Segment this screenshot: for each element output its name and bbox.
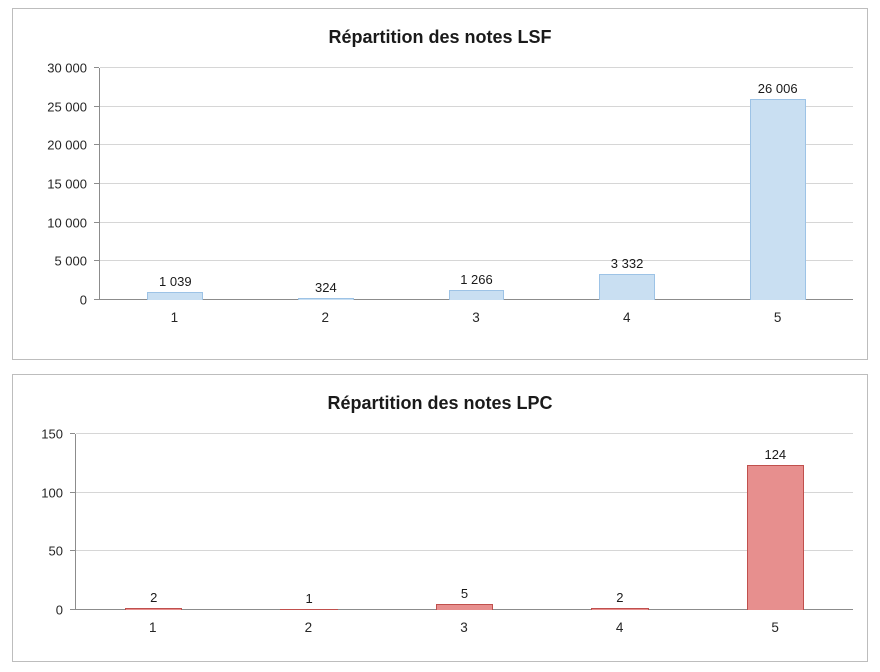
- y-tick-mark: [94, 67, 99, 68]
- bar-cell-4: 2: [542, 434, 697, 610]
- y-axis: 0 50 100 150: [27, 427, 75, 618]
- x-tick-label-5: 5: [773, 310, 782, 325]
- x-tick-label-3: 3: [460, 620, 468, 635]
- y-tick-mark: [94, 221, 99, 223]
- y-tick-label: 10 000: [47, 215, 87, 231]
- y-tick-mark: [70, 609, 75, 610]
- bar-cell-1: 1 039: [100, 68, 251, 300]
- x-tick-label-3: 3: [472, 310, 480, 325]
- x-tick-label-2: 2: [304, 620, 313, 635]
- gridline: [100, 67, 853, 68]
- gridline: [100, 183, 853, 184]
- bar-value-label-2: 324: [315, 279, 337, 295]
- bar-cell-3: 5: [387, 434, 542, 610]
- x-axis: 1 2 3 4 5: [99, 300, 853, 325]
- gridline: [76, 550, 853, 552]
- gridline: [100, 105, 853, 107]
- y-tick-label: 20 000: [47, 137, 87, 153]
- y-axis: 0 5 000 10 000 15 000 20 000 25 000 30 000: [27, 61, 99, 308]
- gridline: [100, 221, 853, 223]
- plot-area: 1 039 324 1 266 3 332 26 006: [99, 67, 853, 300]
- bar-2: 1: [280, 591, 338, 610]
- gridline: [76, 491, 853, 493]
- bar-3: 5: [435, 586, 494, 610]
- bar-cell-5: 124: [698, 434, 853, 610]
- bar-1: 2: [124, 590, 183, 610]
- bar-value-label-3: 5: [460, 586, 469, 602]
- plot-area: 2 1 5 2 124: [75, 433, 853, 610]
- bar-cell-5: 26 006: [702, 68, 853, 300]
- gridline: [100, 144, 853, 146]
- bar-5: 26 006: [749, 81, 806, 300]
- bar-3: 1 266: [448, 272, 505, 300]
- bar-2: 324: [298, 280, 354, 300]
- y-tick-mark: [94, 183, 99, 184]
- y-tick-label: 5 000: [54, 253, 87, 269]
- x-tick-label-1: 1: [149, 620, 157, 635]
- y-tick-label: 100: [41, 485, 63, 501]
- y-tick-mark: [94, 144, 99, 146]
- y-tick-label: 0: [55, 602, 63, 618]
- bar-value-label-2: 1: [305, 590, 313, 606]
- y-tick-label: 30 000: [47, 60, 87, 76]
- chart-title-lpc: Répartition des notes LPC: [327, 393, 553, 413]
- y-tick-label: 150: [41, 426, 63, 442]
- bar-1: 1 039: [147, 274, 204, 300]
- y-tick-label: 15 000: [47, 176, 87, 192]
- chart-title-lsf: Répartition des notes LSF: [328, 27, 552, 47]
- y-tick-mark: [94, 299, 99, 300]
- x-tick-label-1: 1: [170, 310, 179, 325]
- bar-value-label-4: 3 332: [610, 256, 644, 272]
- y-tick-mark: [70, 491, 75, 493]
- y-tick-label: 25 000: [47, 99, 87, 115]
- y-tick-mark: [70, 550, 75, 552]
- bar-value-label-3: 1 266: [460, 272, 493, 288]
- bar-cell-3: 1 266: [401, 68, 552, 300]
- bar-cell-1: 2: [76, 434, 231, 610]
- x-axis: 1 2 3 4 5: [75, 610, 853, 635]
- bar-4: 3 332: [599, 256, 655, 300]
- bar-value-label-5: 124: [764, 446, 787, 462]
- y-tick-label: 0: [79, 292, 87, 308]
- bar-4: 2: [591, 590, 649, 610]
- bar-5: 124: [746, 447, 805, 610]
- bar-cell-2: 324: [251, 68, 402, 300]
- gridline: [76, 433, 853, 434]
- bar-value-label-5: 26 006: [757, 80, 798, 96]
- x-tick-label-4: 4: [615, 620, 624, 635]
- y-tick-mark: [70, 433, 75, 434]
- y-tick-mark: [94, 260, 99, 262]
- chart-body: 0 50 100 150 2 1 5 2 124: [27, 427, 853, 618]
- bar-cell-4: 3 332: [552, 68, 703, 300]
- x-tick-label-2: 2: [321, 310, 329, 325]
- bar-cell-2: 1: [231, 434, 386, 610]
- bar-value-label-4: 2: [616, 589, 624, 605]
- y-tick-label: 50: [48, 543, 63, 559]
- x-tick-label-5: 5: [771, 620, 779, 635]
- x-tick-label-4: 4: [623, 310, 631, 325]
- bar-value-label-1: 2: [150, 589, 158, 605]
- chart-body: 0 5 000 10 000 15 000 20 000 25 000 30 000 1 0…: [27, 61, 853, 308]
- y-tick-mark: [94, 105, 99, 107]
- gridline: [100, 260, 853, 262]
- bar-value-label-1: 1 039: [159, 273, 192, 289]
